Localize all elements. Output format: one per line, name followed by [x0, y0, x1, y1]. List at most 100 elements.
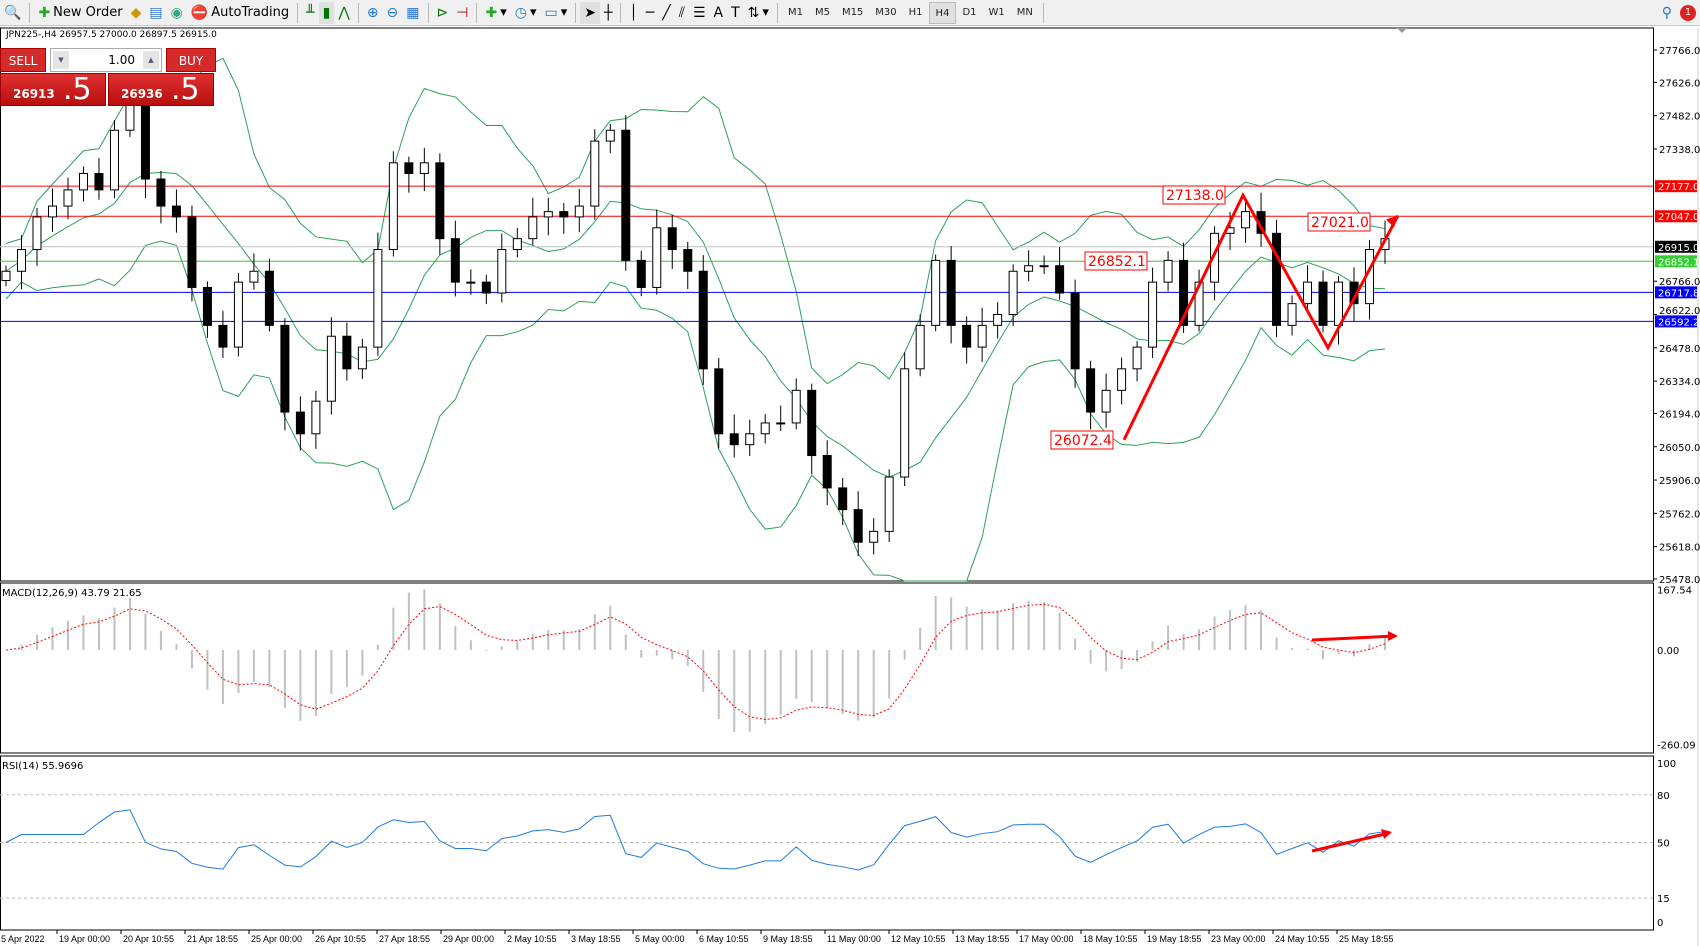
- signals-button[interactable]: ◉: [167, 2, 187, 24]
- candle-body: [450, 238, 460, 283]
- time-axis-label: 6 May 10:55: [699, 934, 749, 944]
- candle: [419, 148, 429, 192]
- text-label-button[interactable]: T: [727, 2, 744, 24]
- candlestick-button[interactable]: ▮: [318, 1, 335, 24]
- zoom-in-button[interactable]: ⊕: [363, 2, 383, 24]
- sell-price-button[interactable]: 26913 .5: [0, 72, 106, 107]
- timeframe-m15[interactable]: M15: [841, 6, 864, 18]
- candle-body: [621, 129, 631, 261]
- crosshair-button[interactable]: ┼: [600, 2, 616, 24]
- trendline-button[interactable]: ╱: [658, 2, 674, 24]
- cursor-button[interactable]: ➤: [580, 1, 600, 24]
- macd-trend-arrow: [1311, 634, 1396, 642]
- zigzag-pattern-line: [1122, 191, 1400, 441]
- candle-body: [962, 324, 972, 348]
- candle-body: [1132, 346, 1142, 370]
- macd-arrowhead-icon: [1388, 631, 1398, 641]
- candle-body: [311, 400, 321, 435]
- timeframe-bar: M1 M5 M15 M30 H1 H4 D1 W1 MN: [782, 1, 1039, 24]
- price-axis-label: 27766.0: [1659, 46, 1700, 57]
- candle-body: [683, 249, 693, 272]
- symbol-info: JPN225-,H4 26957.5 27000.0 26897.5 26915…: [6, 30, 217, 40]
- arrows-icon: ⇅: [747, 4, 760, 21]
- main-pane-frame: [0, 27, 1654, 582]
- candle: [94, 157, 104, 200]
- price-axis-label: 26622.0: [1659, 306, 1700, 317]
- channel-button[interactable]: ⫽: [675, 2, 689, 24]
- candle: [326, 317, 336, 415]
- candle: [977, 307, 987, 362]
- new-order-label: New Order: [53, 5, 123, 20]
- templates-button[interactable]: ▭ ▾: [544, 4, 568, 21]
- vertical-line-button[interactable]: │: [625, 2, 641, 24]
- candle: [1365, 240, 1375, 320]
- candle-body: [1055, 265, 1065, 294]
- new-order-button[interactable]: ✚ New Order: [34, 2, 126, 24]
- price-level-label: 26592.2: [1658, 317, 1699, 328]
- price-level-label: 26915.0: [1658, 243, 1699, 254]
- timeframe-mn[interactable]: MN: [1016, 6, 1033, 18]
- arrows-button[interactable]: ⇅ ▾: [747, 4, 769, 21]
- experts-button[interactable]: ◆: [127, 2, 146, 24]
- indicators-button[interactable]: ✚ ▾: [485, 4, 507, 21]
- candle: [1287, 295, 1297, 336]
- candle: [1148, 267, 1158, 358]
- chart-shift-button[interactable]: ⊣: [452, 2, 472, 24]
- candle: [1, 265, 11, 287]
- candle-body: [838, 487, 848, 511]
- candle: [1024, 250, 1034, 282]
- price-level-label: 26852.1: [1658, 257, 1699, 268]
- timeframe-d1[interactable]: D1: [962, 6, 977, 18]
- candle: [807, 383, 817, 475]
- candle-body: [47, 205, 57, 218]
- fibonacci-button[interactable]: ☰: [689, 2, 710, 24]
- candle-body: [776, 422, 786, 425]
- candle: [698, 255, 708, 386]
- price-axis-label: 27338.0: [1659, 145, 1700, 156]
- macd-pane-frame: [0, 582, 1654, 754]
- buy-price-button[interactable]: 26936 .5: [108, 72, 214, 107]
- candle: [1086, 360, 1096, 430]
- line-chart-icon: ⋀: [338, 4, 350, 21]
- tile-windows-button[interactable]: ▦: [402, 2, 423, 24]
- periods-button[interactable]: ◷ ▾: [514, 4, 537, 21]
- candle-body: [1148, 281, 1158, 348]
- candle: [466, 269, 476, 295]
- search-button[interactable]: ⚲: [1658, 2, 1676, 24]
- candle-body: [884, 476, 894, 532]
- sell-button[interactable]: SELL: [0, 48, 46, 72]
- text-button[interactable]: A: [710, 2, 728, 24]
- line-chart-button[interactable]: ⋀: [334, 2, 353, 24]
- bar-chart-button[interactable]: ╨: [302, 2, 318, 24]
- candle: [931, 254, 941, 332]
- timeframe-m5[interactable]: M5: [814, 6, 830, 18]
- candle-body: [326, 335, 336, 402]
- candle-body: [94, 172, 104, 191]
- candle-body: [931, 259, 941, 326]
- timeframe-m1[interactable]: M1: [787, 6, 803, 18]
- lot-decrease-icon[interactable]: ▼: [53, 51, 69, 69]
- timeframe-h4[interactable]: H4: [928, 1, 957, 24]
- timeframe-m30[interactable]: M30: [875, 6, 897, 18]
- timeframe-w1[interactable]: W1: [988, 6, 1005, 18]
- horizontal-line-button[interactable]: ─: [642, 2, 658, 24]
- terminal-button[interactable]: ▤: [145, 2, 166, 24]
- autotrading-button[interactable]: ⛔ AutoTrading: [187, 2, 293, 24]
- zoom-out-button[interactable]: ⊖: [383, 2, 403, 24]
- lot-increase-icon[interactable]: ▲: [143, 51, 159, 69]
- candle: [1101, 373, 1111, 428]
- timeframe-h1[interactable]: H1: [908, 6, 923, 18]
- candle-body: [249, 270, 259, 283]
- price-level-label: 27047.0: [1658, 212, 1699, 223]
- candle: [109, 120, 119, 199]
- buy-button[interactable]: BUY: [166, 48, 216, 72]
- time-axis-label: 26 Apr 10:55: [315, 934, 366, 944]
- time-axis-label: 5 May 00:00: [635, 934, 685, 944]
- notifications-button[interactable]: 1: [1676, 2, 1700, 24]
- search-icon-partial[interactable]: 🔍: [4, 4, 22, 21]
- rsi-trend-arrow: [1311, 832, 1386, 853]
- candle: [32, 207, 42, 266]
- lot-size-input[interactable]: ▼ 1.00 ▲: [50, 48, 162, 72]
- auto-scroll-button[interactable]: ⊳: [433, 2, 453, 24]
